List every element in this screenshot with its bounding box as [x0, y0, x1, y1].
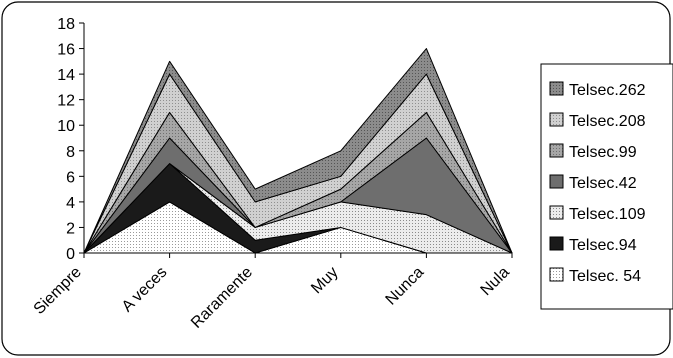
legend-swatch [549, 236, 564, 251]
y-tick-label: 18 [57, 16, 75, 33]
legend-swatch [549, 143, 564, 158]
legend-label: Telsec.99 [569, 144, 637, 161]
y-tick-label: 12 [57, 93, 75, 110]
legend-item: Telsec.208 [549, 112, 646, 130]
y-tick-label: 14 [57, 67, 75, 84]
legend-label: Telsec.42 [569, 175, 637, 192]
legend-items: Telsec.262 Telsec.208 Telsec.99 Telsec.42 Te… [549, 81, 646, 285]
legend-item: Telsec.109 [549, 205, 646, 223]
y-tick-label: 0 [66, 246, 75, 263]
legend-item: Telsec.262 [549, 81, 646, 99]
legend-label: Telsec.109 [569, 206, 646, 223]
legend-swatch [549, 205, 564, 220]
legend-item: Telsec. 54 [549, 267, 641, 285]
area-layers [83, 48, 513, 254]
legend-swatch [549, 81, 564, 96]
y-tick-label: 4 [66, 195, 75, 212]
legend-label: Telsec.208 [569, 113, 646, 130]
legend: Telsec.262 Telsec.208 Telsec.99 Telsec.42 Te… [540, 63, 673, 310]
legend-swatch [549, 112, 564, 127]
legend-swatch [549, 174, 564, 189]
y-axis-ticks: 0 2 4 6 8 10 12 14 16 18 [57, 16, 84, 263]
legend-item: Telsec.99 [549, 143, 637, 161]
legend-item: Telsec.42 [549, 174, 637, 192]
y-tick-label: 10 [57, 118, 75, 135]
y-tick-label: 6 [66, 169, 75, 186]
y-tick-label: 16 [57, 42, 75, 59]
legend-label: Telsec. 54 [569, 268, 641, 285]
legend-item: Telsec.94 [549, 236, 637, 254]
legend-swatch [549, 267, 564, 282]
legend-label: Telsec.94 [569, 237, 637, 254]
y-tick-label: 2 [66, 220, 75, 237]
legend-label: Telsec.262 [569, 82, 646, 99]
axes [83, 23, 512, 254]
y-tick-label: 8 [66, 144, 75, 161]
